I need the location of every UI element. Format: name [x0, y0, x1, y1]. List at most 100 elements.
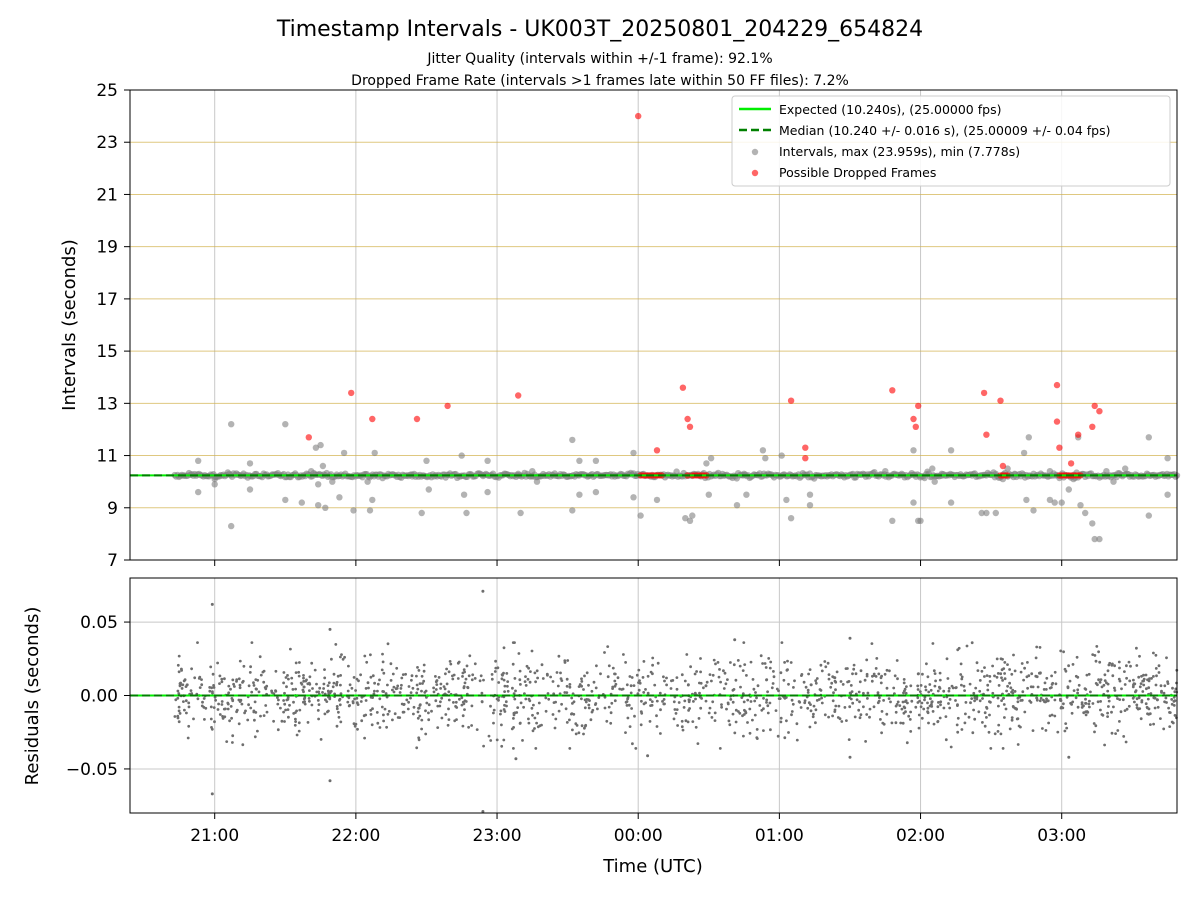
residual-point [439, 700, 442, 704]
residual-point [580, 684, 583, 688]
residual-point [1010, 718, 1014, 722]
residual-point [556, 684, 560, 688]
residual-point [209, 665, 213, 669]
residual-point [1103, 679, 1107, 682]
residual-point [917, 713, 921, 717]
residual-point [799, 706, 803, 709]
residual-point [527, 717, 530, 721]
residual-point [319, 738, 323, 741]
residual-point [973, 717, 977, 721]
residual-point [999, 732, 1003, 736]
residual-point [658, 691, 662, 695]
residual-point [614, 682, 618, 686]
residual-point [517, 652, 521, 655]
residual-point [375, 711, 379, 714]
residual-point [974, 686, 978, 690]
residual-point [359, 700, 363, 703]
residual-point [1053, 698, 1057, 702]
residual-point [680, 719, 684, 723]
residual-point [737, 710, 740, 713]
residual-point [490, 673, 494, 676]
residual-point [404, 672, 407, 676]
residual-point [936, 720, 940, 724]
residual-point [1153, 706, 1157, 710]
residual-point [418, 714, 422, 718]
residual-point [282, 681, 285, 685]
residual-point [497, 698, 500, 702]
residual-point [285, 685, 288, 689]
residual-point [779, 716, 783, 720]
residual-point [220, 680, 224, 684]
residual-point [352, 676, 356, 679]
residual-point [894, 721, 898, 725]
intervals-ytick-label-3: 13 [96, 394, 118, 414]
interval-point-63 [806, 502, 814, 509]
interval-point-72 [931, 478, 938, 485]
dropped-frame-point-20 [997, 397, 1004, 404]
residual-point [993, 732, 997, 736]
residual-point [420, 689, 423, 693]
residual-point [230, 716, 234, 720]
residual-point [885, 668, 889, 672]
interval-point-19 [336, 494, 343, 501]
residual-point [714, 662, 717, 666]
residual-point [282, 699, 285, 702]
residual-point [973, 696, 977, 700]
residual-point [859, 713, 863, 717]
residual-point [412, 712, 415, 716]
residual-point [187, 701, 191, 705]
residual-point [323, 676, 327, 680]
dropped-frame-point-1 [348, 389, 355, 397]
residual-point [293, 723, 297, 727]
residual-point [1044, 729, 1048, 732]
residual-point [995, 657, 999, 661]
residual-point [650, 700, 654, 703]
residual-point [1010, 672, 1014, 676]
residual-point [391, 672, 395, 676]
residual-point [1003, 716, 1006, 719]
residual-point [954, 686, 958, 690]
residual-point [1006, 663, 1009, 666]
residual-point [506, 684, 509, 688]
residual-point [571, 728, 574, 732]
residual-point [253, 735, 257, 739]
residual-point [745, 674, 748, 677]
x-tick-label-4: 01:00 [755, 826, 804, 846]
residual-point [326, 684, 330, 687]
residual-point [764, 666, 768, 669]
residual-point [337, 710, 340, 714]
residual-point [720, 705, 723, 709]
residual-point [1015, 707, 1018, 711]
residual-point [259, 673, 263, 677]
interval-point-43 [592, 457, 600, 464]
residual-point [291, 688, 295, 691]
residual-point [1044, 700, 1047, 704]
residual-point [231, 741, 234, 744]
residual-point [225, 740, 229, 743]
residual-point [1165, 656, 1168, 660]
residual-point [1118, 720, 1121, 723]
residual-point [790, 698, 794, 702]
residual-point [636, 692, 640, 696]
residual-point [1119, 710, 1123, 714]
residual-point [1099, 678, 1103, 681]
residual-point [851, 672, 854, 676]
residual-point [1011, 688, 1015, 692]
residual-point [790, 710, 794, 713]
residual-point [963, 689, 966, 692]
residual-point [415, 674, 418, 678]
residual-point [865, 713, 869, 716]
residual-point [470, 704, 474, 708]
residual-point [393, 712, 397, 716]
residual-point [863, 678, 867, 682]
residual-point [249, 665, 253, 669]
residual-point [834, 680, 838, 684]
interval-point-41 [576, 491, 583, 498]
residual-point [354, 689, 357, 692]
residual-point [536, 711, 540, 715]
residual-point [181, 683, 185, 687]
residual-point [1066, 686, 1070, 690]
residual-point [1023, 710, 1027, 714]
residual-point [971, 731, 975, 735]
